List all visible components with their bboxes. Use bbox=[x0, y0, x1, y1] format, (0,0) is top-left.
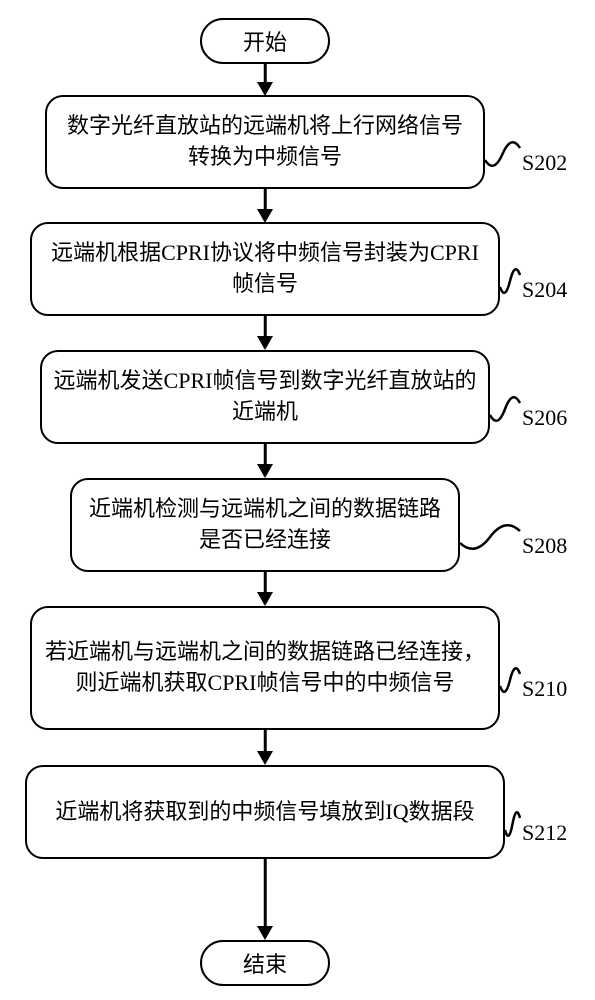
step-S204-box: 远端机根据CPRI协议将中频信号封装为CPRI帧信号 bbox=[30, 222, 500, 316]
step-S206-box: 远端机发送CPRI帧信号到数字光纤直放站的近端机 bbox=[40, 350, 490, 444]
start-label: 开始 bbox=[243, 25, 287, 57]
arrow-6-head bbox=[257, 926, 273, 940]
arrow-4-line bbox=[264, 572, 267, 594]
step-S208-text: 近端机检测与远端机之间的数据链路是否已经连接 bbox=[82, 494, 448, 556]
step-S206-text: 远端机发送CPRI帧信号到数字光纤直放站的近端机 bbox=[52, 366, 478, 428]
arrow-1-line bbox=[264, 189, 267, 211]
arrow-1-head bbox=[257, 209, 273, 223]
step-S206-label: S206 bbox=[522, 405, 567, 431]
arrow-5-head bbox=[257, 751, 273, 765]
flowchart-canvas: 开始结束 数字光纤直放站的远端机将上行网络信号转换为中频信号 S202 远端机根据CP… bbox=[0, 0, 595, 1000]
step-S212-box: 近端机将获取到的中频信号填放到IQ数据段 bbox=[25, 765, 505, 859]
step-S204-text: 远端机根据CPRI协议将中频信号封装为CPRI帧信号 bbox=[42, 238, 488, 300]
step-S206-connector bbox=[485, 383, 525, 435]
arrow-2-line bbox=[264, 316, 267, 338]
arrow-0-line bbox=[264, 64, 267, 84]
step-S202-connector bbox=[480, 128, 525, 180]
arrow-4-head bbox=[257, 592, 273, 606]
step-S202-box: 数字光纤直放站的远端机将上行网络信号转换为中频信号 bbox=[45, 95, 485, 189]
step-S208-label: S208 bbox=[522, 533, 567, 559]
step-S202-label: S202 bbox=[522, 150, 567, 176]
step-S204-label: S204 bbox=[522, 277, 567, 303]
step-S212-text: 近端机将获取到的中频信号填放到IQ数据段 bbox=[55, 797, 474, 828]
step-S208-connector bbox=[455, 511, 525, 563]
arrow-3-head bbox=[257, 464, 273, 478]
step-S210-label: S210 bbox=[522, 676, 567, 702]
step-S212-label: S212 bbox=[522, 820, 567, 846]
start-terminator: 开始 bbox=[200, 18, 330, 64]
end-terminator: 结束 bbox=[200, 940, 330, 986]
end-label: 结束 bbox=[243, 947, 287, 979]
step-S202-text: 数字光纤直放站的远端机将上行网络信号转换为中频信号 bbox=[57, 111, 473, 173]
arrow-2-head bbox=[257, 336, 273, 350]
arrow-5-line bbox=[264, 730, 267, 753]
step-S208-box: 近端机检测与远端机之间的数据链路是否已经连接 bbox=[70, 478, 460, 572]
step-S210-box: 若近端机与远端机之间的数据链路已经连接，则近端机获取CPRI帧信号中的中频信号 bbox=[30, 606, 500, 730]
arrow-0-head bbox=[257, 82, 273, 96]
arrow-3-line bbox=[264, 444, 267, 466]
step-S210-text: 若近端机与远端机之间的数据链路已经连接，则近端机获取CPRI帧信号中的中频信号 bbox=[42, 637, 488, 699]
arrow-6-line bbox=[264, 859, 267, 928]
